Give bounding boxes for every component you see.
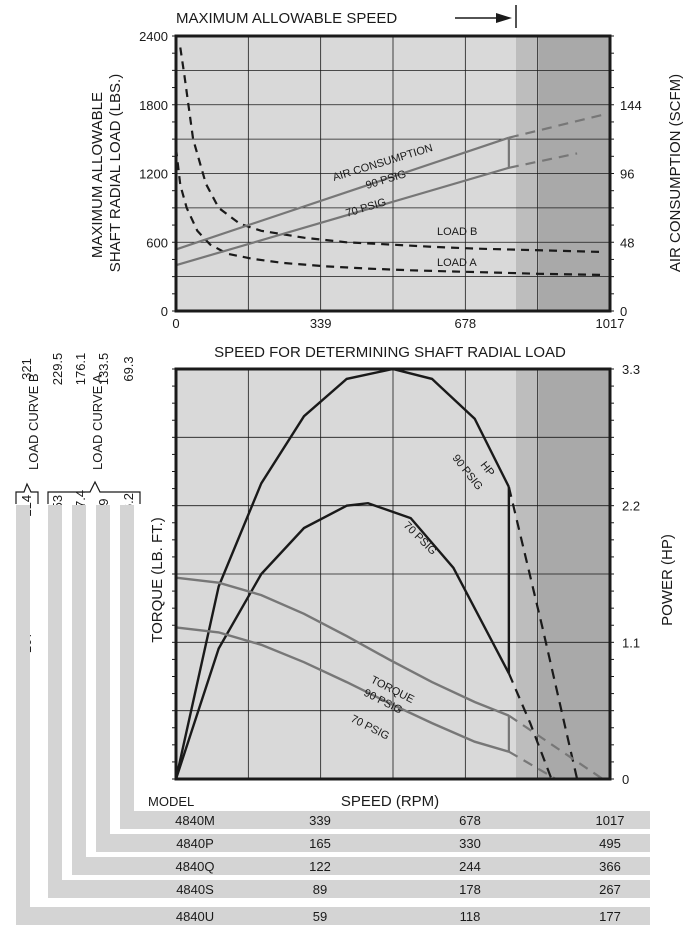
table-cell-value: 177: [599, 909, 621, 924]
curve-air-70-psig-extension: [508, 152, 578, 169]
top-y-tick-label: 1200: [139, 167, 168, 182]
top-y-tick-label: 1800: [139, 98, 168, 113]
table-row-bar: [16, 907, 650, 925]
top-chart: 0 600 1200 1800 2400 0 48 96 144 0 339 678 1017 MAXI…: [89, 5, 684, 361]
torque-scale-label: 176.1: [73, 353, 88, 386]
table-cell-value: 118: [460, 909, 481, 924]
table-cell-model: 4840M: [175, 813, 215, 828]
top-x-axis-label: SPEED FOR DETERMINING SHAFT RADIAL LOAD: [214, 344, 566, 361]
curve-hp-70-psig: [174, 501, 510, 780]
bottom-curves: [174, 367, 604, 780]
table-row-bar: [120, 811, 650, 829]
top-y2-tick-label: 144: [620, 98, 642, 113]
torque-scale-label: 69.3: [121, 356, 136, 381]
table-row-bar: [48, 880, 650, 898]
bottom-grid: [176, 369, 610, 779]
curve-torque-70-psig-extension: [508, 750, 557, 780]
load-curve-b-label: LOAD CURVE B: [26, 373, 41, 470]
top-x-tick-label: 339: [310, 316, 332, 331]
table-cell-model: 4840U: [176, 909, 214, 924]
curve-load-b: [179, 47, 603, 254]
load-curve-b-bracket: [15, 482, 39, 504]
table-cell-value: 267: [599, 882, 621, 897]
table-cell-value: 495: [599, 836, 621, 851]
table-header-model: MODEL: [148, 794, 194, 809]
table-cell-value: 1017: [596, 813, 625, 828]
top-curves: [174, 47, 603, 276]
table-cell-value: 122: [309, 859, 331, 874]
bottom-y2-tick-label: 1.1: [622, 635, 640, 650]
torque-scale-label: 321: [19, 358, 34, 380]
top-x-tick-label: 678: [454, 316, 476, 331]
top-chart-title: MAXIMUM ALLOWABLE SPEED: [176, 10, 397, 27]
bottom-y2-axis-label: POWER (HP): [659, 534, 676, 626]
max-speed-arrowhead: [496, 13, 512, 23]
top-grid: [176, 36, 610, 311]
curve-torque-90-psig: [175, 576, 510, 717]
bottom-y-axis-label: TORQUE (LB. FT.): [149, 517, 166, 643]
load-curve-a-bracket: [47, 480, 141, 504]
top-y-tick-label: 600: [146, 235, 168, 250]
table-cell-value: 59: [313, 909, 327, 924]
table-cell-value: 339: [309, 813, 331, 828]
bottom-y2-tick-label: 0: [622, 772, 629, 787]
top-ticks: 0 600 1200 1800 2400 0 48 96 144 0 339 678 1017: [139, 29, 642, 331]
table-cell-model: 4840S: [176, 882, 214, 897]
table-strip: [16, 505, 30, 916]
table-cell-value: 89: [313, 882, 327, 897]
table-cell-model: 4840P: [176, 836, 214, 851]
table-cell-value: 366: [599, 859, 621, 874]
top-plot-frame: [174, 34, 612, 313]
top-annotation-load-a: LOAD A: [437, 257, 477, 269]
table-row-bar: [96, 834, 650, 852]
curve-air-70-psig: [175, 166, 510, 267]
top-annotation-load-b: LOAD B: [437, 226, 477, 238]
curve-air-90-psig: [175, 136, 510, 251]
table-row-bar: [72, 857, 650, 875]
curve-torque-90-psig-extension: [508, 714, 604, 780]
top-x-tick-label: 0: [172, 316, 179, 331]
bottom-y2-tick-label: 2.2: [622, 499, 640, 514]
top-x-tick-label: 1017: [596, 316, 625, 331]
curve-hp-90-psig: [174, 367, 510, 780]
top-y2-tick-label: 96: [620, 167, 634, 182]
table-strip: [48, 505, 62, 889]
curve-hp-70-psig-extension: [507, 672, 553, 780]
torque-scale-label: 229.5: [50, 353, 65, 386]
model-table: MODEL 4840M 339 678 1017 4840P 165 330 495 4840Q…: [16, 505, 650, 925]
table-cell-value: 330: [459, 836, 481, 851]
top-y2-tick-label: 48: [620, 235, 634, 250]
top-y-tick-label: 0: [161, 304, 168, 319]
top-y2-axis-label: AIR CONSUMPTION (SCFM): [667, 74, 684, 272]
torque-scale-label: 133.5: [96, 353, 111, 386]
table-cell-value: 178: [459, 882, 481, 897]
load-curve-a-label: LOAD CURVE A: [90, 374, 105, 470]
table-cell-value: 165: [309, 836, 331, 851]
top-y-tick-label: 2400: [139, 29, 168, 44]
table-cell-model: 4840Q: [175, 859, 214, 874]
table-cell-value: 678: [459, 813, 481, 828]
table-strip: [120, 505, 134, 820]
table-cell-value: 244: [459, 859, 481, 874]
bottom-x-axis-label: SPEED (RPM): [341, 793, 439, 810]
bottom-chart: 0 1.1 2.2 3.3 TORQUE (LB. FT.) POWER (HP) S…: [15, 353, 676, 810]
curve-torque-70-psig: [175, 626, 510, 753]
bottom-plot-frame: [174, 367, 612, 781]
bottom-y2-tick-label: 3.3: [622, 362, 640, 377]
table-strip: [96, 505, 110, 843]
top-y2-tick-label: 0: [620, 304, 627, 319]
curve-load-a: [174, 148, 603, 276]
top-y-axis-label: MAXIMUM ALLOWABLE SHAFT RADIAL LOAD (LBS…: [89, 74, 124, 272]
table-strip: [72, 505, 86, 866]
